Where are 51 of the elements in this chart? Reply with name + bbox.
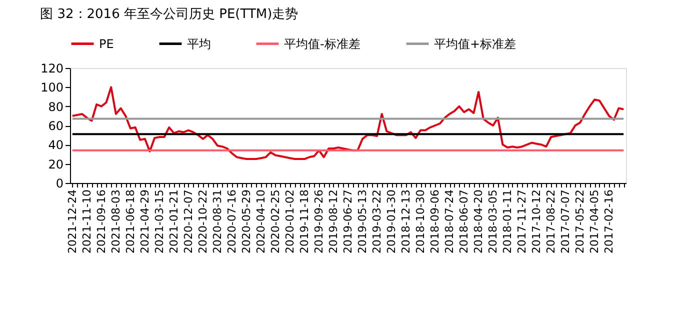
y-tick-label: 80: [48, 100, 64, 114]
legend-label: 平均: [187, 36, 211, 51]
x-tick-label: 2017-04-05: [588, 190, 602, 254]
x-tick-label: 2017-08-22: [544, 190, 558, 254]
legend-label: 平均值-标准差: [284, 36, 360, 51]
x-tick-label: 2019-03-22: [370, 190, 384, 254]
x-tick-label: 2017-07-07: [559, 190, 572, 254]
x-tick-label: 2018-09-06: [428, 190, 442, 254]
x-tick-label: 2019-09-26: [312, 190, 326, 254]
x-tick-label: 2018-10-30: [414, 190, 428, 254]
x-tick-label: 2020-04-10: [254, 190, 268, 254]
y-tick-label: 20: [48, 157, 64, 172]
legend-label: PE: [99, 36, 114, 51]
x-tick-label: 2017-11-27: [516, 190, 529, 254]
x-tick-label: 2019-06-27: [342, 190, 354, 254]
y-tick-label: 120: [40, 62, 64, 76]
x-tick-label: 2017-10-12: [530, 190, 544, 254]
chart-title: 图 32：2016 年至今公司历史 PE(TTM)走势: [40, 7, 298, 22]
y-tick-label: 60: [48, 119, 64, 133]
legend-label: 平均值+标准差: [434, 36, 516, 51]
x-tick-label: 2020-01-02: [283, 190, 296, 254]
x-tick-label: 2021-06-18: [124, 190, 137, 254]
x-tick-label: 2019-01-30: [385, 190, 398, 254]
x-tick-label: 2021-01-21: [167, 190, 180, 254]
line-series: [71, 86, 625, 160]
x-tick-label: 2018-03-05: [486, 190, 500, 254]
x-tick-label: 2020-08-31: [210, 190, 224, 254]
x-tick-label: 2021-04-29: [138, 190, 152, 254]
x-tick-label: 2019-11-18: [298, 190, 311, 254]
x-tick-label: 2018-12-13: [400, 190, 413, 254]
x-tick-label: 2018-07-24: [443, 190, 456, 254]
x-tick-label: 2021-11-10: [80, 190, 94, 254]
x-tick-label: 2020-10-22: [196, 190, 210, 254]
x-tick-label: 2021-12-24: [66, 190, 79, 254]
x-tick-label: 2020-12-07: [182, 190, 195, 254]
x-tick-label: 2020-05-29: [240, 190, 253, 254]
x-tick-label: 2021-03-15: [152, 190, 166, 254]
x-tick-label: 2018-04-20: [472, 190, 486, 254]
x-tick-label: 2018-06-07: [458, 190, 471, 254]
x-tick-label: 2020-07-16: [225, 190, 238, 254]
x-tick-label: 2017-02-16: [602, 190, 616, 254]
x-tick-label: 2019-08-12: [326, 190, 340, 254]
x-tick-label: 2019-05-13: [356, 190, 370, 254]
x-tick-label: 2018-01-11: [501, 190, 514, 254]
x-tick-label: 2021-09-16: [94, 190, 108, 254]
y-tick-label: 0: [56, 176, 64, 190]
x-tick-label: 2020-02-25: [268, 190, 282, 254]
x-tick-label: 2021-08-03: [109, 190, 122, 254]
y-tick-label: 40: [48, 138, 64, 152]
x-tick-label: 2017-05-22: [574, 190, 587, 254]
y-tick-label: 100: [40, 80, 64, 95]
